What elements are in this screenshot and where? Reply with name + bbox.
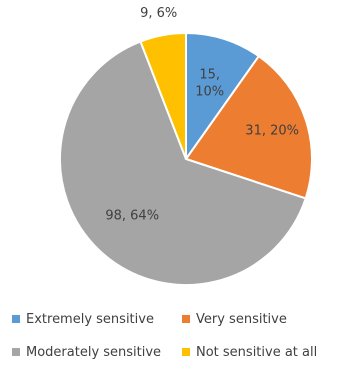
legend-swatch-moderately-sensitive [12,348,20,356]
legend-swatch-extremely-sensitive [12,315,20,323]
legend-label-extremely-sensitive: Extremely sensitive [26,312,154,327]
legend-swatch-very-sensitive [182,315,190,323]
pie-slice-extremely-sensitive [185,31,261,163]
data-label-extremely-sensitive: 15, 10% [195,68,224,100]
data-label-very-sensitive: 31, 20% [245,124,299,139]
pie-slice-moderately-sensitive [59,40,307,286]
pie-slice-very-sensitive [184,54,313,200]
legend-swatch-not-sensitive-at-all [182,348,190,356]
legend-label-moderately-sensitive: Moderately sensitive [26,345,161,360]
legend-label-very-sensitive: Very sensitive [196,312,287,327]
pie-slices [59,31,313,286]
pie-legend: Extremely sensitive Very sensitive Moderat… [12,312,317,360]
legend-label-not-sensitive-at-all: Not sensitive at all [196,345,317,360]
pie-data-labels: 15, 10% 31, 20% 98, 64% 9, 6% [105,6,299,224]
data-label-moderately-sensitive: 98, 64% [105,209,159,224]
data-label-not-sensitive-at-all: 9, 6% [140,6,177,21]
pie-slice-not-sensitive-at-all [139,31,187,160]
